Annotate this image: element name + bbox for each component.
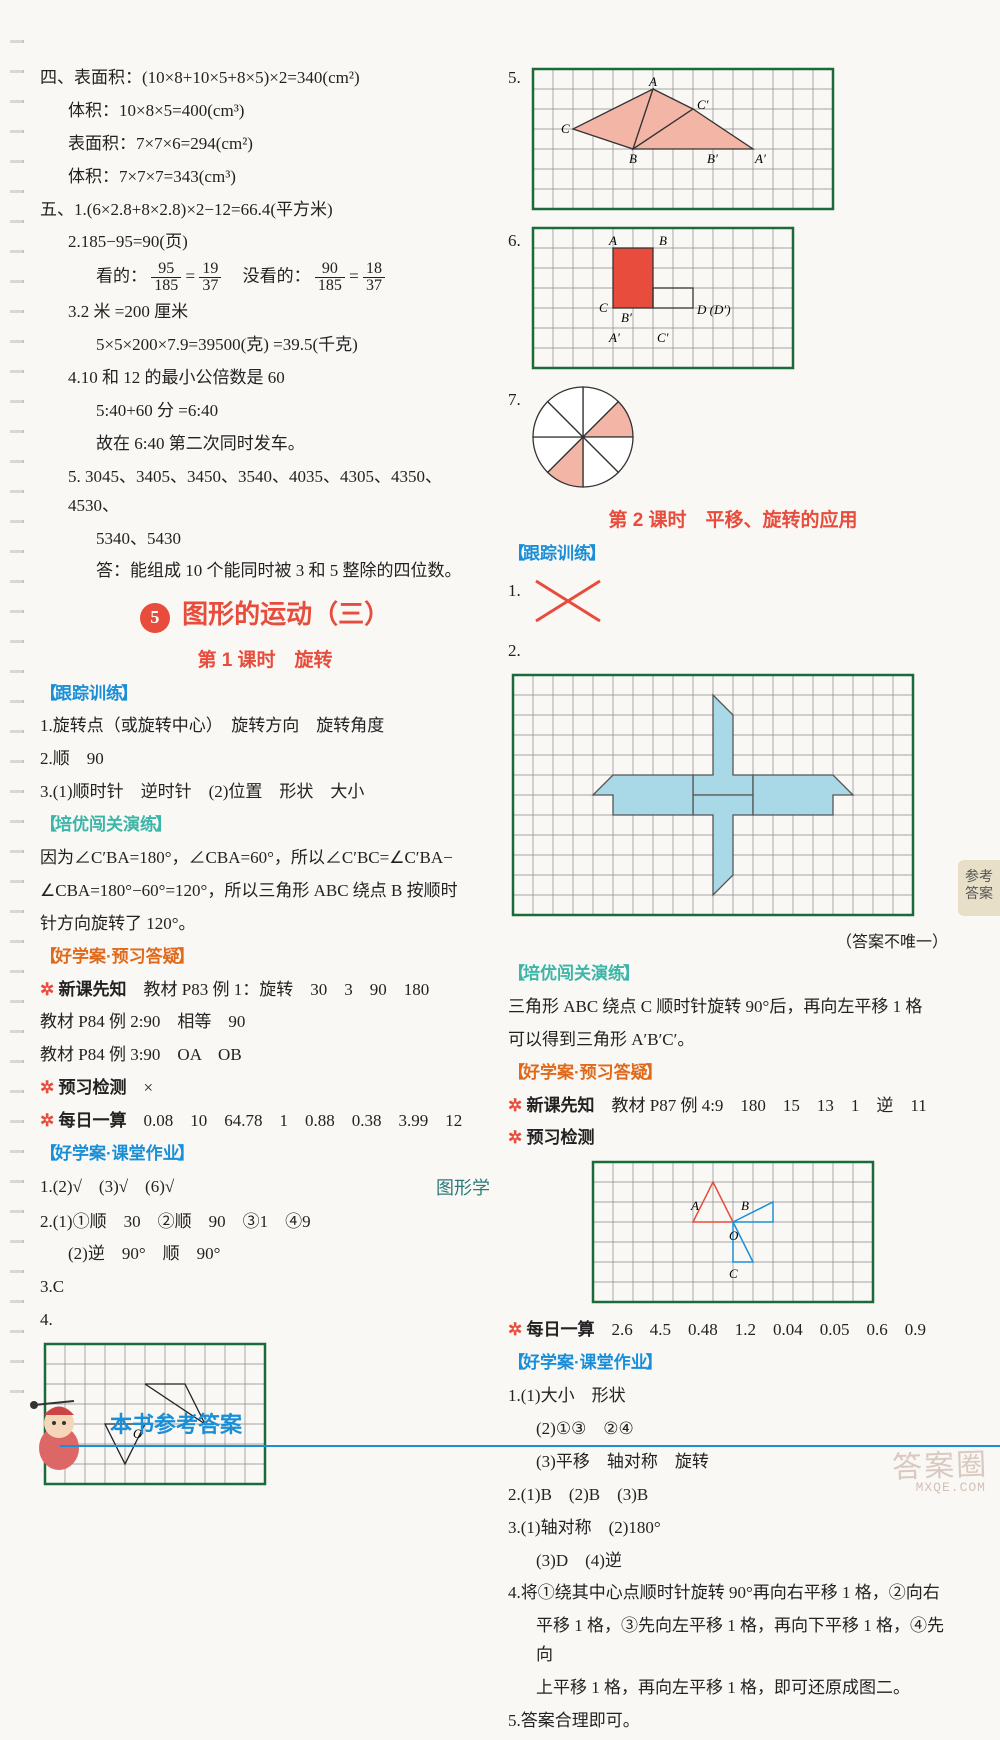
mascot-icon	[24, 1393, 94, 1473]
text: 针方向旋转了 120°。	[40, 910, 490, 939]
section-preview: 好学案·预习答疑	[508, 1063, 663, 1082]
svg-text:A′: A′	[754, 151, 766, 166]
text: ✲ 每日一算 2.6 4.5 0.48 1.2 0.04 0.05 0.6 0.…	[508, 1316, 958, 1345]
text: 平移 1 格，③先向左平移 1 格，再向下平移 1 格，④先向	[508, 1612, 958, 1670]
text: (3)D (4)逆	[508, 1547, 958, 1576]
text: ✲ 预习检测	[508, 1124, 958, 1153]
svg-text:C′: C′	[697, 97, 709, 112]
handwriting: 图形学	[436, 1173, 490, 1204]
text: ✲ 每日一算 0.08 10 64.78 1 0.88 0.38 3.99 12	[40, 1107, 490, 1136]
figure-right-preview: A BO C	[588, 1157, 958, 1312]
footer-title: 本书参考答案	[110, 1407, 242, 1439]
lesson-title: 第 1 课时 旋转	[40, 645, 490, 672]
section-class: 好学案·课堂作业	[40, 1144, 195, 1163]
text: ∠CBA=180°−60°=120°，所以三角形 ABC 绕点 B 按顺时	[40, 877, 490, 906]
text: 体积：10×8×5=400(cm³)	[40, 97, 490, 126]
text: 因为∠C′BA=180°，∠CBA=60°，所以∠C′BC=∠C′BA−	[40, 844, 490, 873]
text: 三角形 ABC 绕点 C 顺时针旋转 90°后，再向左平移 1 格	[508, 993, 958, 1022]
text: 2.	[508, 637, 958, 666]
svg-text:C′: C′	[657, 330, 669, 345]
svg-text:C: C	[561, 121, 570, 136]
text: 5×5×200×7.9=39500(克) =39.5(千克)	[40, 331, 490, 360]
text: 上平移 1 格，再向左平移 1 格，即可还原成图二。	[508, 1674, 958, 1703]
text: 3.C	[40, 1273, 490, 1302]
svg-text:C: C	[729, 1266, 738, 1281]
section-track: 跟踪训练	[508, 544, 606, 563]
text: 5. 3045、3405、3450、3540、4035、4305、4350、45…	[40, 463, 490, 521]
text: 1.(2)√ (3)√ (6)√ 图形学	[40, 1173, 490, 1204]
section-class: 好学案·课堂作业	[508, 1353, 663, 1372]
figure-right-t1	[528, 573, 958, 633]
text: 1.	[508, 577, 521, 606]
unit-number-badge: 5	[140, 603, 170, 633]
text: 1.旋转点（或旋转中心） 旋转方向 旋转角度	[40, 712, 490, 741]
unit-title: 图形的运动（三）	[182, 599, 390, 629]
text: 3.(1)顺时针 逆时针 (2)位置 形状 大小	[40, 778, 490, 807]
text: 6.	[508, 227, 521, 256]
text: 故在 6:40 第二次同时发车。	[40, 430, 490, 459]
text: 4.将①绕其中心点顺时针旋转 90°再向右平移 1 格，②向右	[508, 1579, 958, 1608]
unit-heading: 5 图形的运动（三）	[40, 592, 490, 636]
text: 5:40+60 分 =6:40	[40, 397, 490, 426]
svg-text:B: B	[741, 1198, 749, 1213]
text: 可以得到三角形 A′B′C′。	[508, 1026, 958, 1055]
note: （答案不唯一）	[508, 929, 958, 956]
text: 3.(1)轴对称 (2)180°	[508, 1514, 958, 1543]
text: 3.2 米 =200 厘米	[40, 298, 490, 327]
text: 表面积：7×7×6=294(cm²)	[40, 130, 490, 159]
text: 五、1.(6×2.8+8×2.8)×2−12=66.4(平方米)	[40, 196, 490, 225]
svg-text:B: B	[629, 151, 637, 166]
text: 教材 P84 例 3:90 OA OB	[40, 1041, 490, 1070]
svg-text:O: O	[729, 1228, 739, 1243]
svg-text:A: A	[690, 1198, 699, 1213]
svg-text:B: B	[659, 233, 667, 248]
text: 7.	[508, 386, 521, 415]
left-column: 四、表面积：(10×8+10×5+8×5)×2=340(cm²) 体积：10×8…	[40, 60, 490, 1740]
text: 2.顺 90	[40, 745, 490, 774]
text: ✲ 新课先知 教材 P87 例 4:9 180 15 13 1 逆 11	[508, 1092, 958, 1121]
section-preview: 好学案·预习答疑	[40, 947, 195, 966]
side-tab: 参考 答案	[958, 860, 1000, 916]
fraction-line: 看的： 95185 = 1937 没看的： 90185 = 1837	[40, 261, 490, 294]
figure-right-6: A B C B′ D (D′) A′ C′	[528, 223, 958, 378]
section-enrich: 培优闯关演练	[508, 964, 640, 983]
svg-text:D (D′): D (D′)	[696, 302, 731, 317]
text: 教材 P84 例 2:90 相等 90	[40, 1008, 490, 1037]
page-footer: 本书参考答案	[0, 1397, 1000, 1487]
text: 4.10 和 12 的最小公倍数是 60	[40, 364, 490, 393]
text: 四、表面积：(10×8+10×5+8×5)×2=340(cm²)	[40, 64, 490, 93]
watermark-url: MXQE.COM	[916, 1480, 986, 1495]
svg-text:A: A	[608, 233, 617, 248]
figure-right-5: A C C′ B B′ A′	[528, 64, 958, 219]
section-track: 跟踪训练	[40, 684, 138, 703]
figure-right-t2	[508, 670, 958, 925]
text: 5340、5430	[40, 525, 490, 554]
text: 4.	[40, 1306, 490, 1335]
section-enrich: 培优闯关演练	[40, 815, 172, 834]
text: 2.185−95=90(页)	[40, 228, 490, 257]
lesson-title-2: 第 2 课时 平移、旋转的应用	[508, 505, 958, 532]
text: 2.(1)①顺 30 ②顺 90 ③1 ④9	[40, 1208, 490, 1237]
svg-text:B′: B′	[621, 310, 632, 325]
text: 答：能组成 10 个能同时被 3 和 5 整除的四位数。	[40, 557, 490, 586]
text: 体积：7×7×7=343(cm³)	[40, 163, 490, 192]
svg-text:A′: A′	[608, 330, 620, 345]
svg-text:B′: B′	[707, 151, 718, 166]
right-column: 5. ACC′BB′A′ 6. ABCB′D (D′)A′C′ 7. 第 2 课…	[508, 60, 958, 1740]
figure-right-7	[528, 382, 958, 497]
text: ✲ 新课先知 教材 P83 例 1：旋转 30 3 90 180	[40, 976, 490, 1005]
svg-text:A: A	[648, 74, 657, 89]
text: (2)逆 90° 顺 90°	[40, 1240, 490, 1269]
text: ✲ 预习检测 ×	[40, 1074, 490, 1103]
svg-text:C: C	[599, 300, 608, 315]
text: 5.答案合理即可。	[508, 1707, 958, 1736]
text: 5.	[508, 64, 521, 93]
